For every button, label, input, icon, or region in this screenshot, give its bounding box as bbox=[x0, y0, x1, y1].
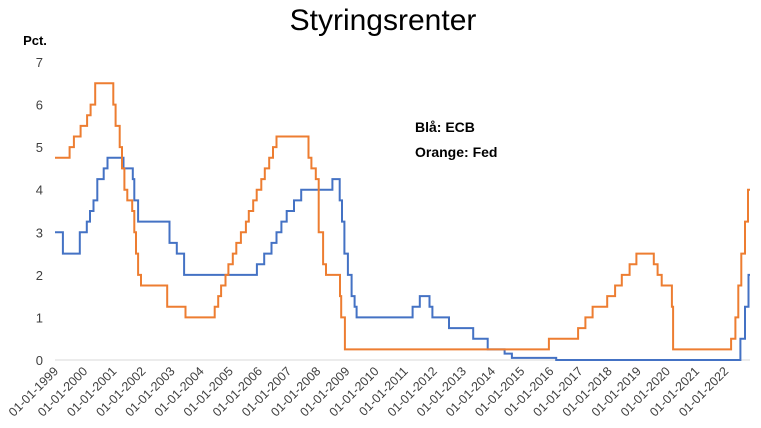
y-tick-label: 6 bbox=[36, 98, 43, 113]
y-tick-label: 1 bbox=[36, 310, 43, 325]
y-axis-ticks: 0 1 2 3 4 5 6 7 bbox=[36, 55, 43, 368]
y-tick-label: 3 bbox=[36, 225, 43, 240]
legend-ecb: Blå: ECB bbox=[415, 119, 475, 135]
series-line-fed bbox=[55, 82, 750, 351]
y-tick-label: 5 bbox=[36, 140, 43, 155]
series-group bbox=[55, 82, 750, 361]
chart-title: Styringsrenter bbox=[290, 4, 477, 37]
y-tick-label: 4 bbox=[36, 183, 43, 198]
y-tick-label: 2 bbox=[36, 268, 43, 283]
y-tick-label: 0 bbox=[36, 353, 43, 368]
series-line-ecb bbox=[55, 156, 750, 361]
y-axis-label: Pct. bbox=[23, 33, 47, 48]
legend-fed: Orange: Fed bbox=[415, 144, 497, 160]
x-axis-ticks: 01-01-199901-01-200001-01-200101-01-2002… bbox=[6, 364, 731, 419]
y-tick-label: 7 bbox=[36, 55, 43, 70]
